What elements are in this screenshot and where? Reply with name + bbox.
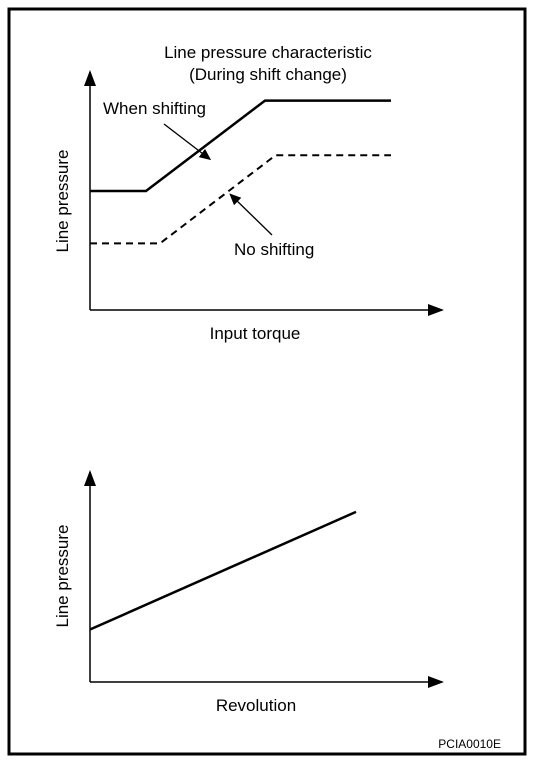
series-line-when-shifting bbox=[90, 99, 391, 193]
chart-2-y-axis-arrow bbox=[84, 470, 96, 486]
chart-2-x-axis-arrow bbox=[428, 676, 444, 688]
footer-code: PCIA0010E bbox=[438, 737, 501, 751]
chart-1-y-axis-arrow bbox=[84, 70, 96, 86]
chart-1-x-axis-arrow bbox=[428, 304, 444, 316]
chart-2: Line pressure Revolution bbox=[53, 470, 444, 715]
series-label-no-shifting: No shifting bbox=[234, 240, 314, 259]
series-label-when-shifting: When shifting bbox=[103, 99, 206, 118]
series-leader-no-shifting bbox=[229, 193, 273, 236]
chart-1: Line pressure characteristic (During shi… bbox=[53, 43, 444, 343]
chart-2-y-axis-label: Line pressure bbox=[53, 524, 72, 627]
chart-2-x-axis-label: Revolution bbox=[216, 696, 296, 715]
chart-1-y-axis-label: Line pressure bbox=[53, 149, 72, 252]
series-line-no-shifting bbox=[90, 154, 391, 245]
chart-1-x-axis-label: Input torque bbox=[210, 324, 301, 343]
outer-border bbox=[7, 7, 527, 756]
series-leader-when-shifting bbox=[163, 123, 212, 161]
chart-1-title: Line pressure characteristic bbox=[164, 43, 372, 62]
series-line-revolution bbox=[89, 510, 357, 631]
chart-1-subtitle: (During shift change) bbox=[189, 65, 347, 84]
